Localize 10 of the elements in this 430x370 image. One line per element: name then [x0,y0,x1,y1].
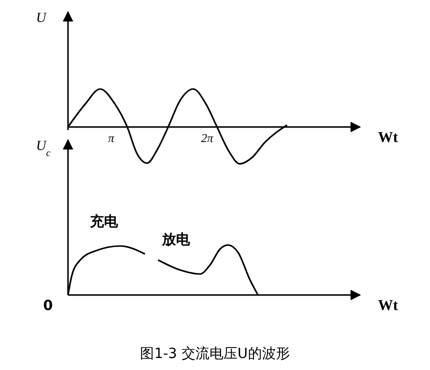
annotation: 放电 [161,232,191,248]
y-axis-title: U$_{c}$ [36,139,52,158]
annotation: 0 [43,298,54,314]
x-tick-label: 2π [201,131,214,145]
y-axis-title: U [36,11,47,26]
x-axis-title: Wt [378,130,398,146]
text: 充电 [89,213,119,230]
caption: 图1-3 交流电压U的波形 [140,346,290,362]
x-tick-label: π [108,131,116,145]
x-axis-title: Wt [378,298,398,314]
